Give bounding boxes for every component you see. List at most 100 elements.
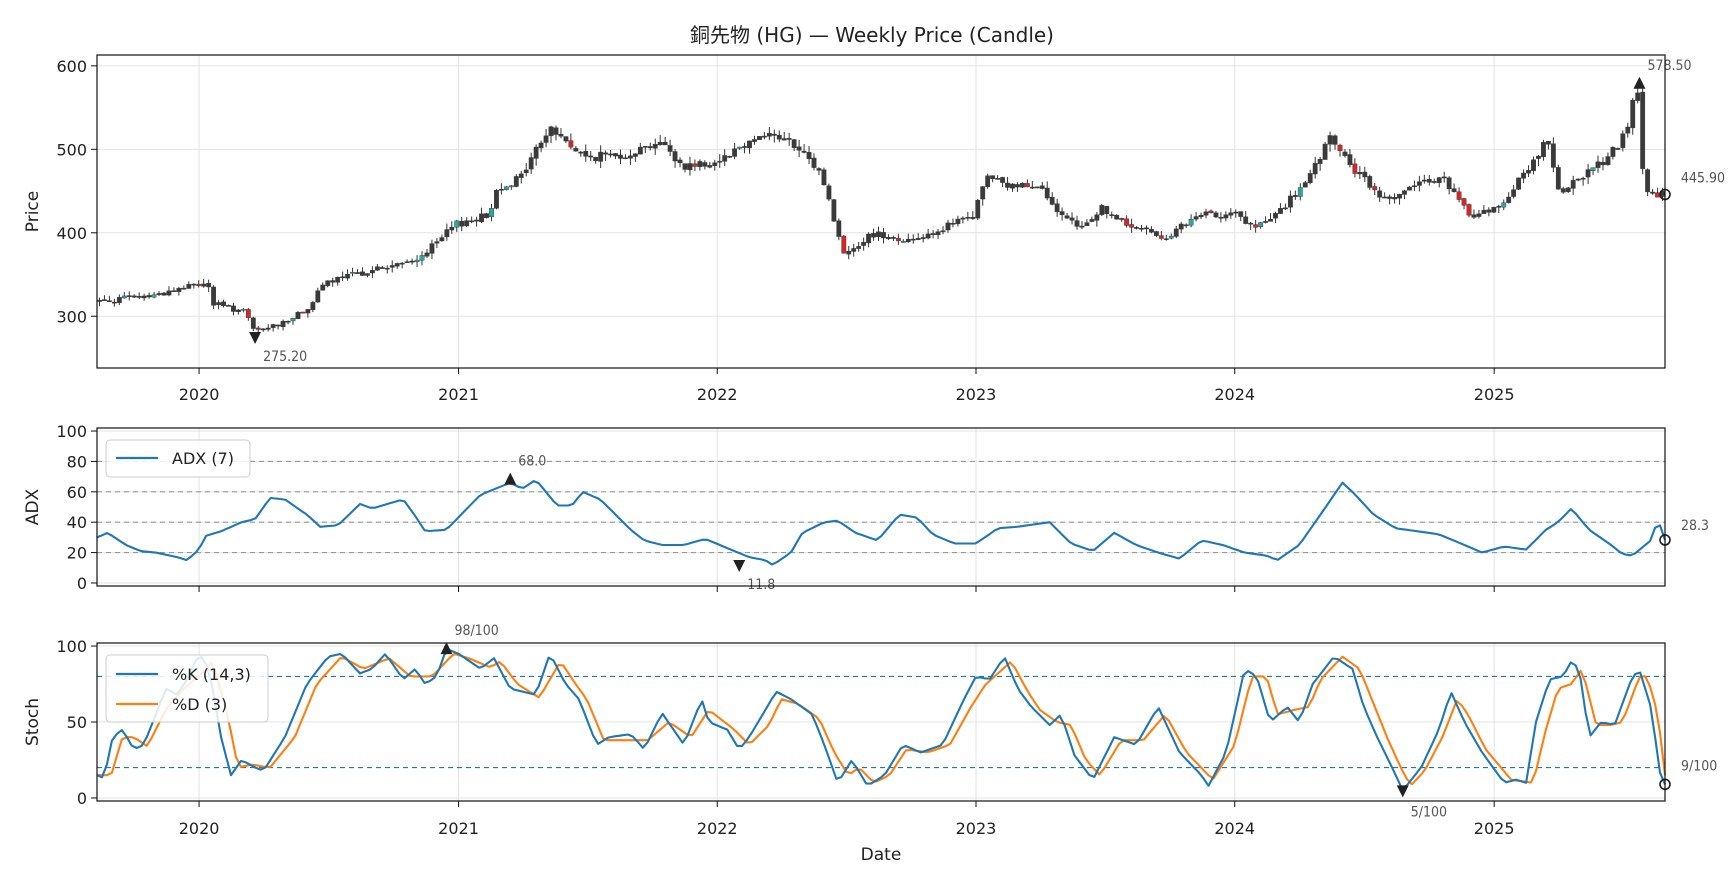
y-tick-label: 400 [56, 224, 87, 243]
stoch-legend-box [105, 654, 269, 723]
min-annotation-label: 5/100 [1411, 804, 1447, 820]
candle-body [102, 299, 107, 301]
candle-body [1089, 219, 1095, 222]
candle-body [1526, 170, 1531, 174]
candle-body [1451, 188, 1457, 192]
candle-body [176, 288, 182, 292]
adx-y-ticks: 0 20 40 60 80 100 [56, 422, 97, 593]
candle-body [995, 178, 1001, 180]
candle-body [1283, 207, 1288, 210]
candle-body [111, 301, 117, 304]
candle-body [409, 260, 415, 263]
candle-body [1496, 206, 1502, 208]
candle-body [1129, 224, 1134, 228]
candle-body [1402, 190, 1407, 195]
candle-body [1352, 163, 1358, 174]
candle-body [345, 273, 350, 279]
candle-body [1640, 91, 1646, 169]
candle-body [1392, 197, 1397, 200]
last-annotation-label: 28.3 [1681, 518, 1709, 534]
candle-body [786, 138, 792, 140]
candle-body [1074, 220, 1080, 227]
candle-body [474, 219, 479, 222]
candle-body [1228, 212, 1234, 216]
candle-body [935, 231, 941, 236]
candle-body [1119, 218, 1125, 220]
candle-body [320, 284, 326, 291]
y-tick-label: 100 [56, 637, 87, 656]
candle-body [1486, 209, 1492, 213]
candle-body [1124, 218, 1130, 226]
candle-body [1595, 161, 1601, 168]
candle-body [905, 238, 911, 243]
candle-body [1332, 135, 1338, 145]
candle-body [1223, 214, 1229, 219]
candle-body [1506, 196, 1512, 203]
candle-body [990, 175, 996, 180]
candle-body [752, 139, 757, 142]
min-marker [733, 560, 746, 573]
candle-body [642, 145, 648, 148]
candle-body [186, 284, 192, 289]
min-marker [249, 331, 262, 344]
candle-body [1337, 144, 1343, 151]
stoch-legend-k-label: %K (14,3) [172, 665, 251, 684]
candle-body [1233, 211, 1239, 214]
candle-body [1178, 223, 1184, 230]
candle-body [1446, 177, 1452, 190]
stoch-y-axis-label: Stoch [23, 698, 43, 746]
candle-body [1015, 184, 1020, 188]
candle-body [1416, 181, 1422, 186]
candle-body [350, 272, 355, 274]
candle-body [985, 175, 991, 187]
candle-body [1243, 216, 1249, 224]
candle-body [518, 173, 524, 178]
candle-body [1655, 192, 1660, 198]
candle-body [881, 232, 886, 239]
candle-body [1362, 171, 1368, 178]
candle-body [717, 160, 723, 163]
candle-body [171, 290, 177, 293]
candle-body [816, 168, 822, 171]
candle-body [1560, 188, 1566, 193]
candle-body [116, 297, 122, 303]
candle-body [1104, 205, 1110, 214]
candle-body [1149, 228, 1154, 233]
candle-body [831, 199, 837, 222]
adx-annotations: 68.0 11.8 28.3 [504, 454, 1709, 593]
candle-body [702, 162, 708, 167]
candle-body [672, 151, 678, 162]
candle-body [970, 217, 976, 219]
candle-body [454, 220, 460, 228]
candle-body [280, 321, 286, 328]
adx-gridlines [97, 428, 1665, 586]
x-tick-label: 2024 [1214, 819, 1255, 838]
candle-body [469, 220, 475, 223]
y-tick-label: 300 [56, 307, 87, 326]
candle-body [1317, 159, 1323, 164]
x-tick-label: 2022 [697, 385, 738, 404]
candle-body [1570, 180, 1576, 189]
candle-body [975, 199, 981, 219]
candle-body [1268, 218, 1273, 222]
candle-body [1064, 215, 1070, 219]
candle-body [1084, 222, 1090, 226]
candle-body [652, 144, 658, 149]
max-annotation-label: 68.0 [518, 454, 546, 470]
candle-body [856, 246, 862, 249]
candle-body [945, 222, 951, 231]
candle-body [360, 271, 365, 276]
candle-body [1605, 156, 1611, 166]
candle-body [290, 318, 296, 322]
candle-body [1426, 178, 1432, 183]
candle-body [240, 308, 246, 311]
x-axis-label: Date [861, 845, 902, 865]
candle-body [494, 190, 499, 209]
candle-body [1590, 167, 1596, 171]
candle-body [697, 161, 703, 167]
candle-body [1407, 186, 1412, 191]
stoch-x-ticks: 2020 2021 2022 2023 2024 2025 [179, 801, 1515, 838]
min-marker [1396, 785, 1409, 798]
candle-body [1516, 177, 1522, 190]
